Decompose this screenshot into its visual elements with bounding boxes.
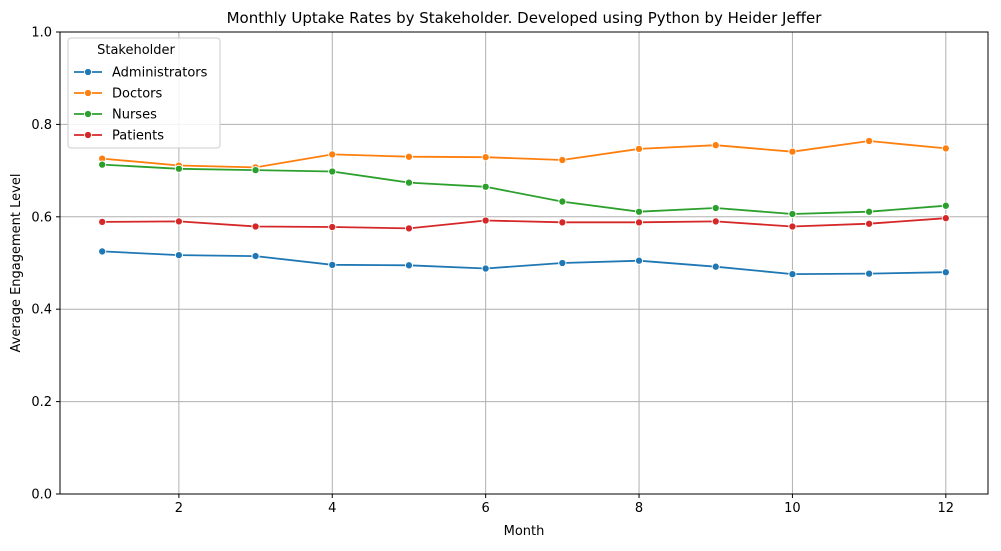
data-point-patients (558, 218, 567, 227)
x-tick-label: 10 (784, 501, 801, 516)
data-point-doctors (404, 152, 414, 161)
data-point-doctors (328, 150, 337, 159)
legend-item-doctors: Doctors (74, 87, 163, 102)
y-tick-label: 1.0 (31, 26, 52, 41)
legend-label: Patients (112, 129, 164, 144)
x-axis-ticks: 2 4 6 8 10 12 (175, 494, 954, 516)
series-line-nurses (102, 163, 946, 215)
series-nurses (98, 160, 950, 219)
data-point-nurses (558, 197, 567, 206)
legend-label: Doctors (112, 87, 163, 102)
x-tick-label: 4 (328, 501, 336, 516)
legend-title: Stakeholder (97, 43, 175, 58)
x-tick-label: 12 (938, 501, 955, 516)
data-point-administrators (634, 256, 644, 265)
data-point-patients (941, 214, 950, 223)
data-point-doctors (634, 144, 644, 153)
data-point-nurses (481, 182, 490, 191)
data-point-administrators (788, 270, 797, 279)
data-point-patients (328, 222, 337, 232)
series-doctors (98, 136, 950, 172)
data-point-nurses (174, 164, 183, 173)
legend: Stakeholder Administrators Doctors Nurses P… (67, 37, 221, 149)
series-administrators (98, 247, 950, 279)
legend-box (67, 37, 221, 149)
x-tick-label: 8 (635, 501, 643, 516)
data-point-patients (788, 222, 797, 231)
data-point-administrators (174, 251, 183, 260)
data-point-nurses (634, 207, 644, 216)
data-point-nurses (404, 178, 414, 187)
plot-frame (59, 31, 989, 495)
legend-label: Nurses (112, 108, 157, 123)
series-line-doctors (102, 140, 946, 169)
data-point-patients (98, 217, 107, 226)
legend-swatch-marker (83, 130, 93, 140)
series-line-patients (102, 217, 946, 230)
data-point-doctors (558, 155, 567, 165)
data-point-nurses (941, 201, 950, 210)
y-axis-ticks: 0.0 0.2 0.4 0.6 0.8 1.0 (31, 26, 60, 503)
y-tick-label: 0.0 (31, 488, 52, 503)
data-point-administrators (711, 262, 720, 271)
legend-swatch-marker (83, 88, 93, 98)
data-point-administrators (941, 268, 950, 277)
x-tick-label: 6 (482, 501, 490, 516)
data-point-patients (634, 218, 644, 227)
data-point-patients (251, 222, 260, 231)
data-point-nurses (251, 166, 260, 175)
data-point-administrators (865, 269, 874, 278)
data-point-doctors (788, 147, 797, 156)
y-axis-label: Average Engagement Level (9, 174, 24, 353)
data-point-administrators (558, 258, 567, 268)
data-point-doctors (711, 141, 720, 150)
y-tick-label: 0.8 (31, 118, 52, 133)
series-patients (98, 214, 950, 233)
legend-item-patients: Patients (74, 129, 164, 144)
data-point-patients (404, 224, 414, 233)
data-point-nurses (98, 160, 107, 169)
x-axis-label: Month (504, 524, 545, 539)
data-point-patients (481, 216, 490, 225)
data-point-doctors (941, 144, 950, 153)
legend-item-administrators: Administrators (74, 66, 208, 81)
x-tick-label: 2 (175, 501, 183, 516)
data-point-patients (865, 219, 874, 228)
y-tick-label: 0.4 (31, 303, 52, 318)
data-point-doctors (481, 153, 490, 162)
data-point-nurses (711, 203, 720, 213)
data-point-doctors (865, 136, 874, 146)
data-point-administrators (98, 247, 107, 256)
y-tick-label: 0.2 (31, 395, 52, 410)
legend-swatch-marker (83, 67, 93, 77)
legend-swatch-marker (83, 109, 93, 119)
data-point-patients (174, 217, 183, 226)
chart-title: Monthly Uptake Rates by Stakeholder. Dev… (227, 9, 823, 27)
series-layer (98, 136, 950, 279)
y-tick-label: 0.6 (31, 210, 52, 225)
legend-label: Administrators (112, 66, 208, 81)
legend-items: Administrators Doctors Nurses Patients (74, 66, 208, 144)
data-point-administrators (251, 252, 260, 261)
data-point-administrators (328, 260, 337, 269)
data-point-nurses (865, 207, 874, 216)
data-point-patients (711, 217, 720, 226)
legend-item-nurses: Nurses (74, 108, 157, 123)
series-line-administrators (102, 250, 946, 276)
data-point-nurses (328, 167, 337, 176)
data-point-administrators (404, 261, 414, 270)
data-point-administrators (481, 264, 490, 273)
data-point-nurses (788, 209, 797, 219)
